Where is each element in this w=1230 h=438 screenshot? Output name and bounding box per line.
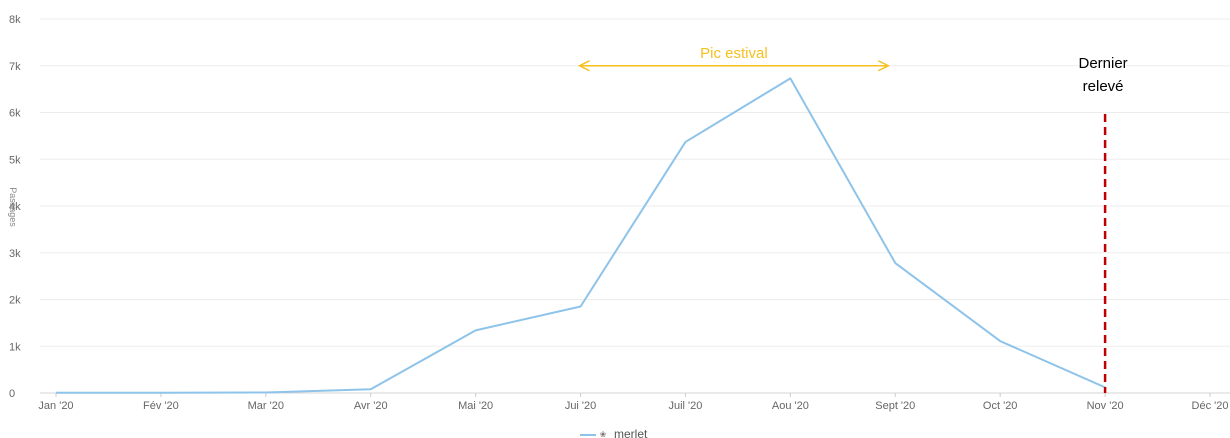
series-line-merlet[interactable]: [56, 77, 1106, 394]
x-tick-label: Jui '20: [565, 400, 596, 412]
x-axis-ticks: Jan '20 Fév '20 Mar '20 Avr '20 Mai '20 Jui '…: [38, 393, 1228, 412]
range-arrow-right-icon: [877, 60, 890, 72]
annotations: Pic estival Dernier relevé: [577, 45, 1128, 393]
y-tick-label: 7k: [9, 61, 21, 73]
gridlines: [40, 18, 1230, 394]
y-tick-label: 0: [9, 388, 15, 400]
dernier-releve-label-line1: Dernier: [1078, 55, 1127, 72]
y-tick-label: 1k: [9, 341, 21, 353]
y-tick-label: 5k: [9, 154, 21, 166]
x-tick-label: Fév '20: [143, 400, 179, 412]
y-tick-label: 3k: [9, 248, 21, 260]
bird-icon: ❀: [600, 430, 607, 438]
legend[interactable]: ❀ merlet: [580, 427, 648, 438]
x-tick-label: Aou '20: [772, 400, 809, 412]
y-tick-label: 8k: [9, 14, 21, 26]
x-tick-label: Nov '20: [1087, 400, 1124, 412]
range-arrow-left-icon: [577, 60, 590, 72]
legend-label-merlet: merlet: [614, 427, 648, 438]
y-tick-label: 4k: [9, 201, 21, 213]
x-tick-label: Mai '20: [458, 400, 493, 412]
dernier-releve-label-line2: relevé: [1083, 78, 1124, 95]
x-tick-label: Avr '20: [354, 400, 388, 412]
series-lines: [56, 77, 1106, 394]
y-tick-label: 2k: [9, 295, 21, 307]
x-tick-label: Oct '20: [983, 400, 1018, 412]
x-tick-label: Déc '20: [1192, 400, 1229, 412]
y-axis-label: Passages: [8, 187, 18, 227]
x-tick-label: Sept '20: [875, 400, 915, 412]
pic-estival-label: Pic estival: [700, 45, 768, 62]
x-tick-label: Juil '20: [669, 400, 703, 412]
y-tick-label: 6k: [9, 108, 21, 120]
x-tick-label: Mar '20: [248, 400, 284, 412]
x-tick-label: Jan '20: [38, 400, 73, 412]
y-axis-ticks: 0 1k 2k 3k 4k 5k 6k 7k 8k: [9, 14, 21, 400]
